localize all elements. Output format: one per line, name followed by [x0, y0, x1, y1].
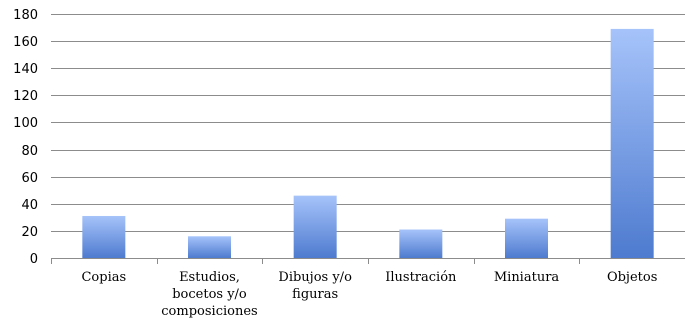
y-tick-label: 20: [21, 225, 38, 240]
y-tick-label: 40: [21, 198, 38, 213]
x-axis: [51, 258, 685, 264]
y-axis-tick-labels: 0 20 40 60 80 100 120 140 160 180: [13, 8, 38, 267]
x-category-label: Dibujos y/o figuras: [278, 270, 352, 302]
bar: [188, 236, 231, 258]
y-tick-label: 0: [30, 252, 38, 267]
y-tick-label: 160: [13, 35, 38, 50]
x-category-label: Miniatura: [494, 270, 560, 285]
x-category-label: Copias: [81, 270, 126, 285]
x-axis-category-labels: Copias Estudios, bocetos y/o composiciones D…: [81, 270, 657, 319]
x-category-label: Ilustración: [385, 270, 457, 285]
bars: [82, 28, 654, 258]
y-tick-label: 140: [13, 62, 38, 77]
x-category-label: Estudios, bocetos y/o composiciones: [161, 270, 257, 319]
gridlines: [51, 14, 685, 232]
y-tick-label: 100: [13, 116, 38, 131]
y-tick-label: 120: [13, 89, 38, 104]
y-tick-label: 80: [21, 144, 38, 159]
x-category-label: Objetos: [607, 270, 657, 285]
y-tick-label: 60: [21, 171, 38, 186]
bar: [82, 215, 126, 258]
y-tick-label: 180: [13, 8, 38, 23]
bar: [610, 28, 654, 258]
bar: [399, 229, 443, 258]
bar: [505, 218, 548, 258]
bar: [293, 195, 337, 258]
